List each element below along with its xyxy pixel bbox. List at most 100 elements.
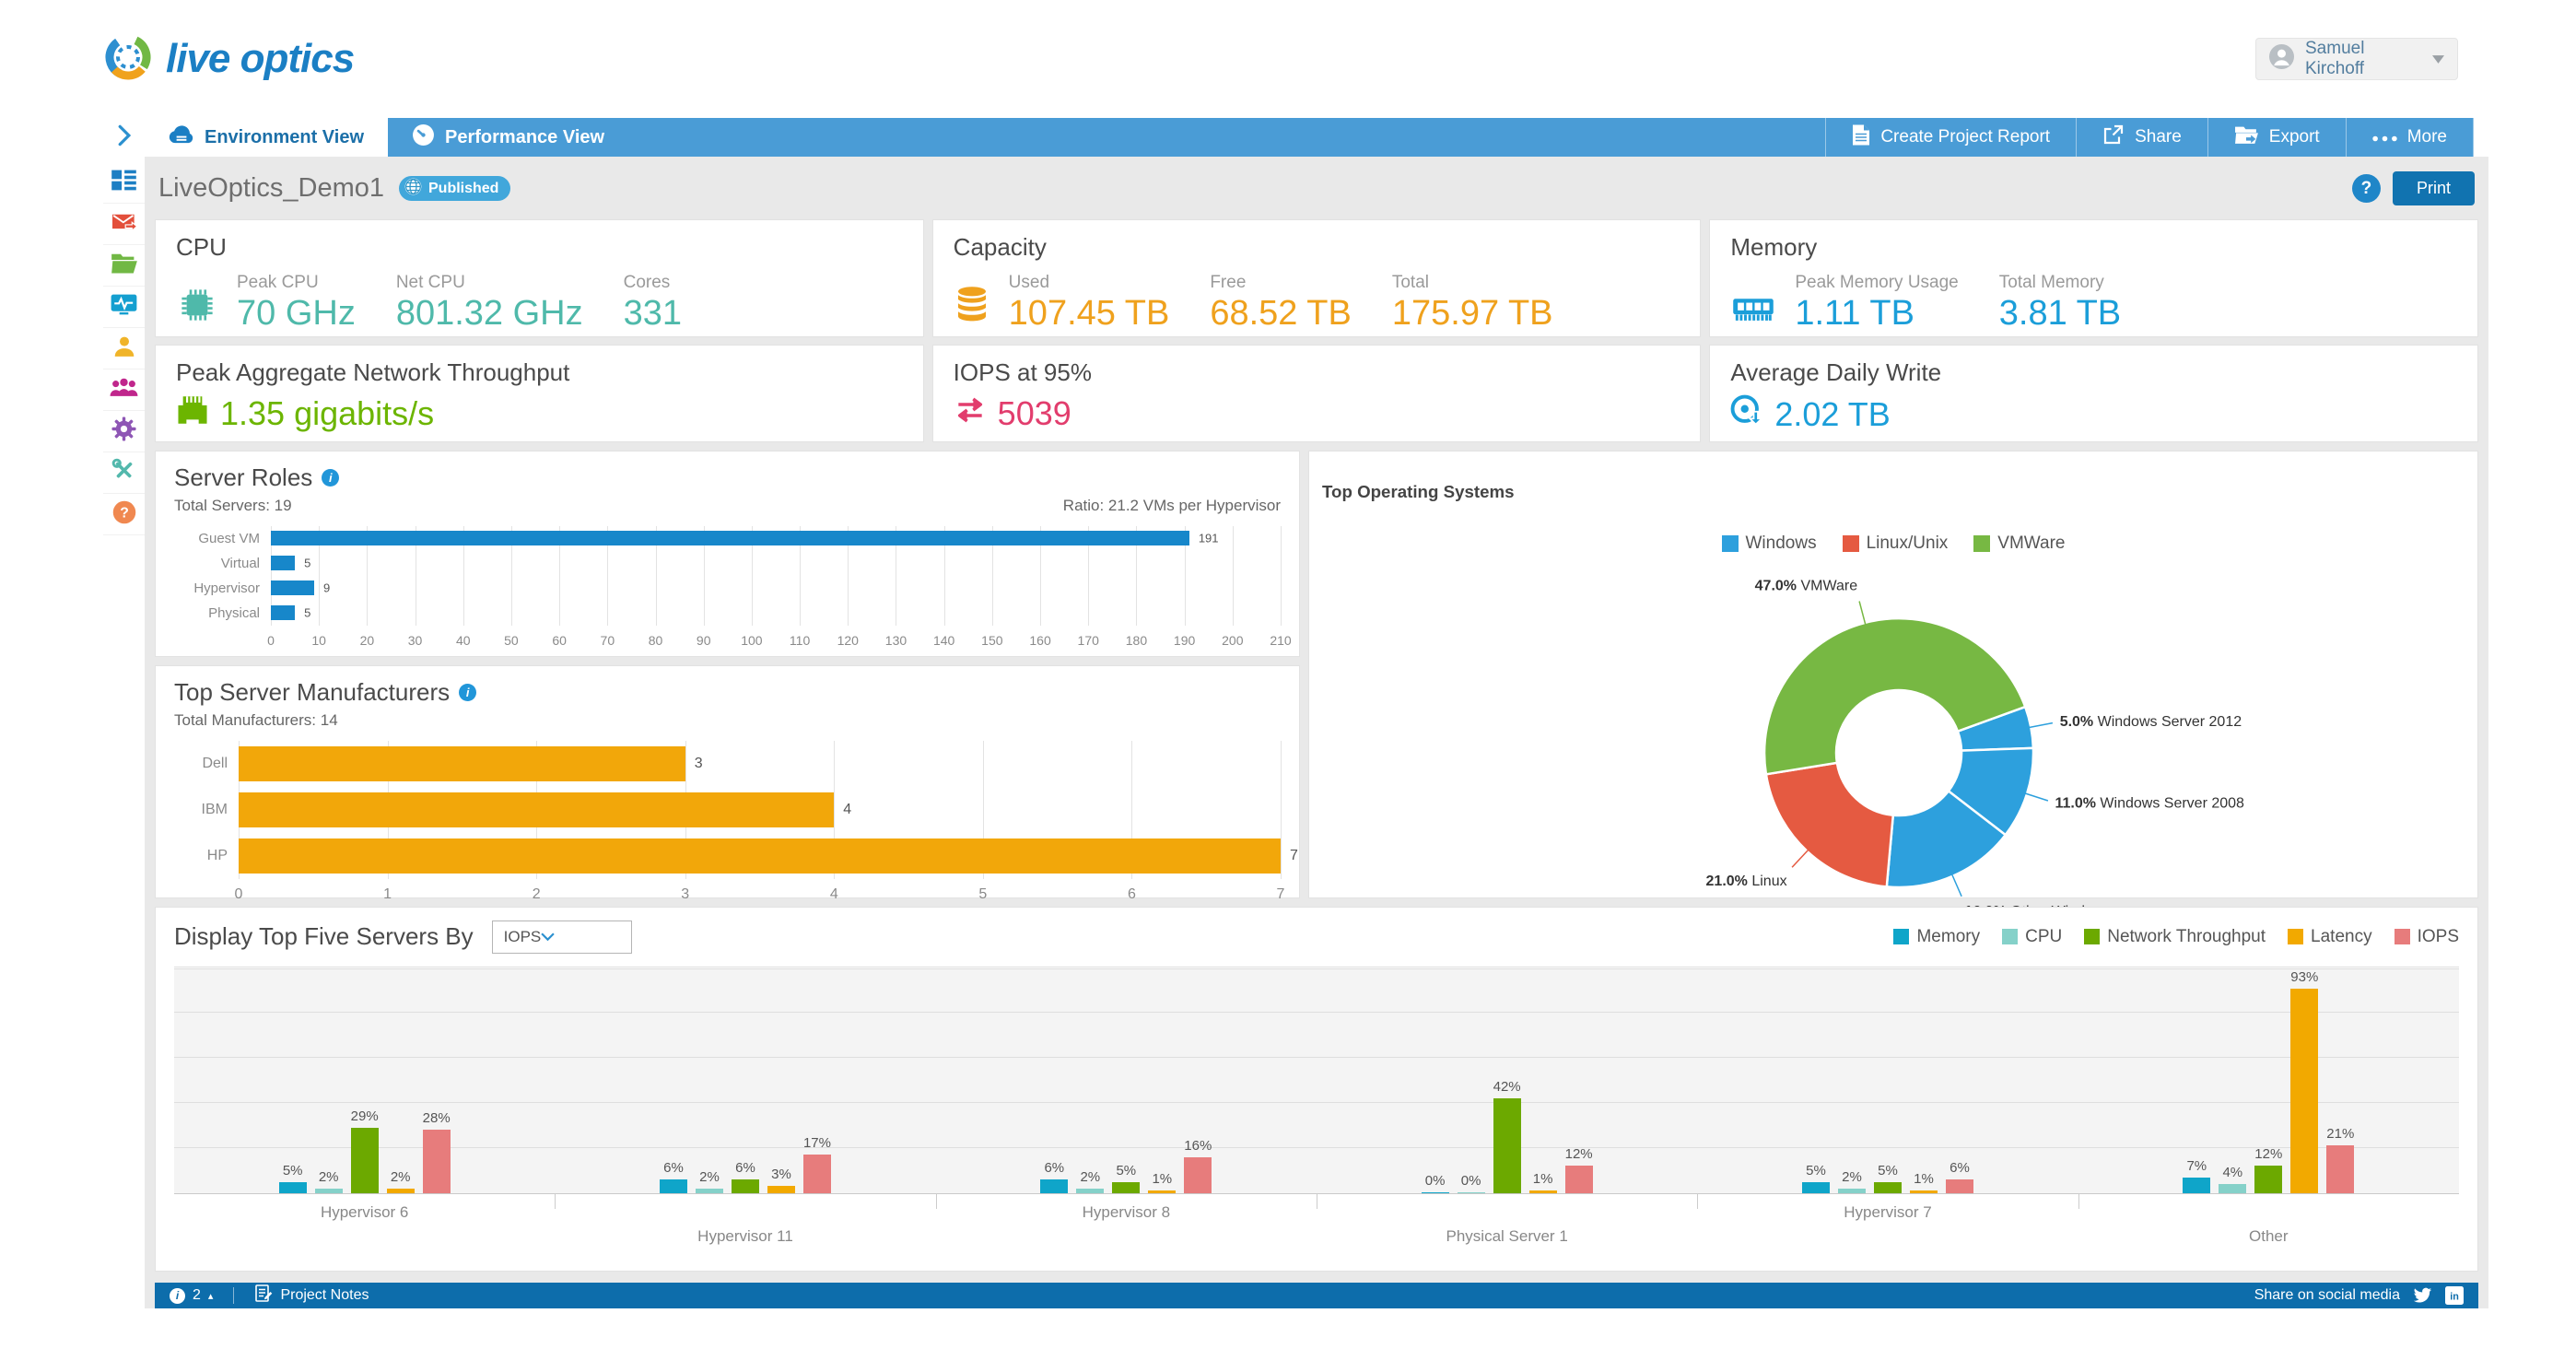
- axis-tick-label: 30: [407, 632, 423, 648]
- print-button[interactable]: Print: [2392, 171, 2475, 206]
- sidebar-item-folder[interactable]: [103, 245, 145, 287]
- left-sidebar: ?: [103, 157, 145, 1308]
- kpi-cards-row: Peak Aggregate Network Throughput 1.35 g…: [155, 344, 2479, 442]
- cpu-card: CPU Peak CPU 70 GHz Net CPU 801.32 GHz Cor…: [155, 218, 924, 337]
- info-count-toggle[interactable]: 2 ▴: [170, 1287, 213, 1304]
- card-title: Peak Aggregate Network Throughput: [176, 358, 570, 386]
- sidebar-item-activity[interactable]: [103, 287, 145, 328]
- bar: [2219, 1183, 2247, 1193]
- axis-tick-label: 160: [1029, 632, 1051, 648]
- axis-tick-label: 10: [311, 632, 326, 648]
- activity-icon: [111, 293, 137, 321]
- top-os-card: Top Operating Systems Windows Linux/Unix V…: [1308, 450, 2478, 920]
- net-cpu-value: 801.32 GHz: [395, 293, 583, 333]
- avatar-icon: [2269, 43, 2294, 75]
- card-title: Capacity: [953, 232, 1047, 261]
- axis-tick-label: 170: [1077, 632, 1099, 648]
- bar: [1909, 1190, 1938, 1193]
- legend-item: Windows: [1721, 534, 1817, 554]
- twitter-icon[interactable]: [2413, 1287, 2432, 1304]
- settings-icon: [111, 416, 137, 447]
- chart-title: Top Operating Systems: [1322, 481, 1515, 501]
- tab-performance-view[interactable]: Performance View: [388, 118, 628, 157]
- project-notes-button[interactable]: Project Notes: [254, 1284, 369, 1308]
- bar-value-label: 5: [304, 556, 311, 570]
- user-name: Samuel Kirchoff: [2305, 39, 2365, 78]
- bar-value-label: 5%: [1116, 1162, 1137, 1179]
- info-icon[interactable]: [459, 683, 477, 701]
- globe-icon: [404, 178, 422, 200]
- sidebar-item-user[interactable]: [103, 328, 145, 369]
- bar-value-label: 5: [304, 605, 311, 620]
- share-button[interactable]: Share: [2076, 118, 2207, 157]
- category-label: Hypervisor 7: [1844, 1202, 1932, 1221]
- bar-value-label: 1%: [1152, 1170, 1173, 1187]
- server-roles-card: Server Roles Total Servers: 19 Ratio: 21…: [155, 450, 1300, 657]
- axis-tick-label: 130: [884, 632, 907, 648]
- bar: [2183, 1177, 2211, 1193]
- create-project-report-button[interactable]: Create Project Report: [1825, 118, 2076, 157]
- bar: [271, 605, 296, 621]
- published-status-badge: Published: [399, 176, 511, 202]
- dashboard-icon: [111, 167, 137, 198]
- axis-tick-label: 2: [532, 885, 541, 902]
- bar: [278, 1181, 307, 1193]
- top-servers-card: Display Top Five Servers By IOPS Memory C…: [155, 906, 2478, 1272]
- axis-category-label: Dell: [202, 755, 228, 771]
- manufacturers-card: Top Server Manufacturers Total Manufactu…: [155, 664, 1300, 902]
- sidebar-item-help[interactable]: ?: [103, 494, 145, 535]
- export-button[interactable]: Export: [2207, 118, 2346, 157]
- card-title: CPU: [176, 232, 227, 261]
- bar: [2290, 988, 2319, 1193]
- info-icon[interactable]: [322, 468, 340, 487]
- ram-icon: [1732, 293, 1774, 329]
- cores-value: 331: [623, 293, 683, 333]
- donut-label: 5.0% Windows Server 2012: [2060, 714, 2242, 730]
- donut-slice: [1762, 617, 2027, 776]
- sidebar-item-settings[interactable]: [103, 411, 145, 452]
- metric-cards-row: CPU Peak CPU 70 GHz Net CPU 801.32 GHz Cor…: [155, 218, 2479, 337]
- top-servers-legend: Memory CPU Network Throughput Latency IOPS: [1893, 927, 2459, 947]
- bar: [1493, 1097, 1521, 1193]
- axis-tick-label: 210: [1270, 632, 1292, 648]
- sidebar-item-tools[interactable]: [103, 452, 145, 494]
- iops-value: 5039: [997, 393, 1071, 432]
- bar-value-label: 5%: [1878, 1162, 1898, 1179]
- bar: [2326, 1145, 2355, 1193]
- donut-slice: [1885, 789, 2008, 889]
- user-icon: [112, 334, 136, 364]
- bar: [271, 531, 1189, 546]
- linkedin-icon[interactable]: in: [2445, 1286, 2464, 1306]
- sidebar-item-team[interactable]: [103, 369, 145, 411]
- bar: [767, 1186, 795, 1193]
- bar-value-label: 5%: [1806, 1162, 1826, 1179]
- bar-value-label: 28%: [422, 1110, 451, 1127]
- top-servers-metric-select[interactable]: IOPS: [491, 920, 632, 954]
- tab-environment-view[interactable]: Environment View: [145, 118, 389, 157]
- bar: [1076, 1188, 1105, 1193]
- cpu-chip-icon: [178, 286, 217, 329]
- more-button[interactable]: More: [2345, 118, 2474, 157]
- user-menu-button[interactable]: Samuel Kirchoff: [2255, 38, 2458, 80]
- axis-tick-label: 200: [1222, 632, 1244, 648]
- swap-arrows-icon: [954, 394, 987, 433]
- axis-tick-label: 5: [978, 885, 988, 902]
- donut-label: 21.0% Linux: [1706, 874, 1787, 889]
- iops-card: IOPS at 95% 5039: [931, 344, 1702, 442]
- sidebar-item-dashboard[interactable]: [103, 162, 145, 204]
- top-servers-chart: 5% 2% 29% 2% 28% 6% 2% 6% 3% 17% 6% 2% 5% 1% 16% 0% 0% 42…: [174, 966, 2459, 1209]
- bar-value-label: 2%: [699, 1168, 720, 1185]
- help-button[interactable]: [2351, 174, 2381, 204]
- bar: [239, 838, 1281, 874]
- sidebar-collapse-button[interactable]: [103, 118, 145, 157]
- chart-title: Display Top Five Servers By: [174, 922, 474, 951]
- gauge-icon: [412, 123, 435, 152]
- axis-tick-label: 40: [455, 632, 471, 648]
- bar-value-label: 0%: [1424, 1172, 1446, 1189]
- free-capacity-value: 68.52 TB: [1210, 293, 1352, 333]
- axis-category-label: Physical: [208, 604, 260, 621]
- card-title: Average Daily Write: [1730, 358, 1942, 386]
- bar: [1184, 1156, 1212, 1193]
- sidebar-item-mail[interactable]: [103, 204, 145, 245]
- bar-value-label: 7%: [2186, 1157, 2207, 1174]
